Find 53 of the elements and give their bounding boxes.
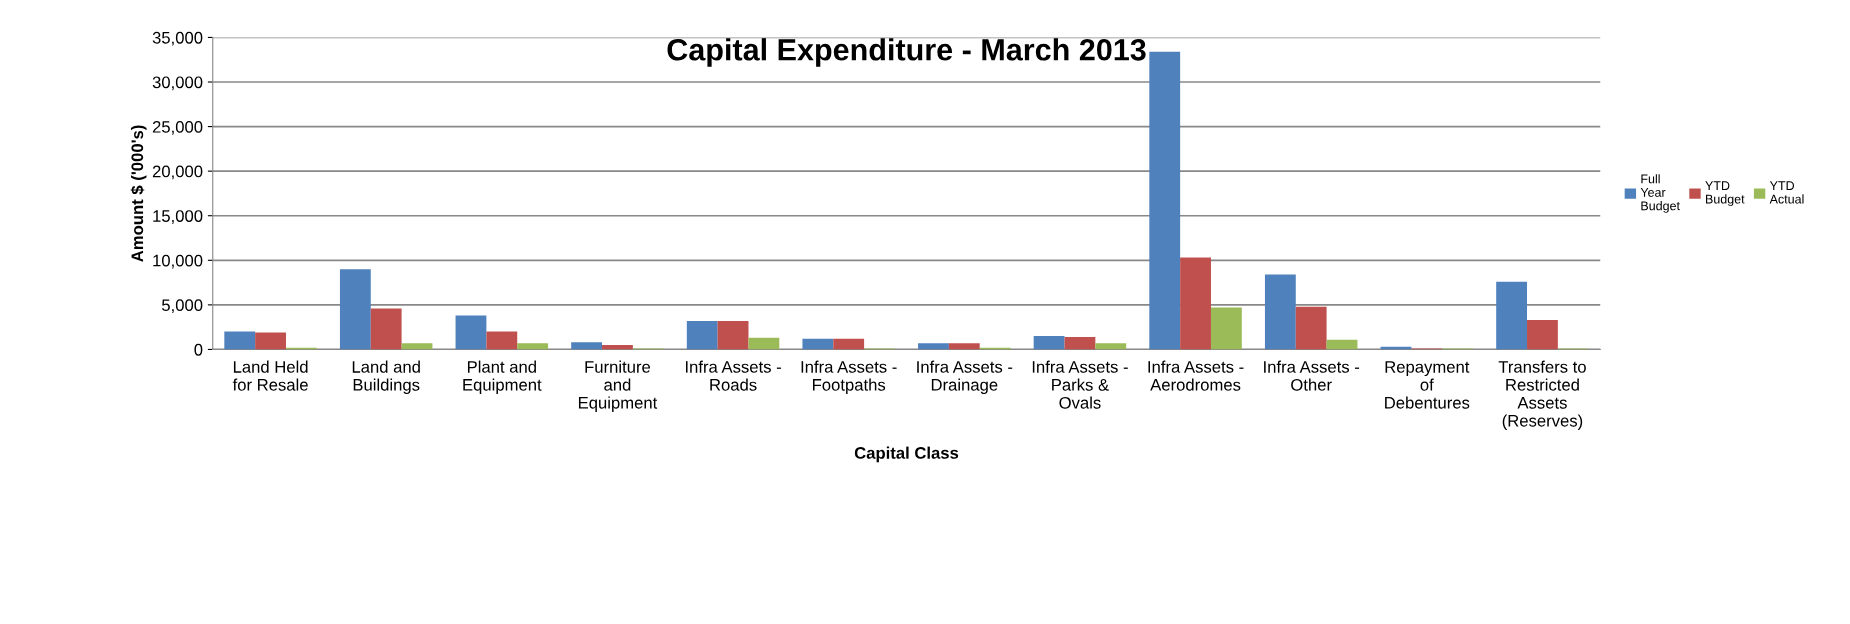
bar (1210, 307, 1242, 350)
bar (686, 320, 718, 350)
chart-title: Capital Expenditure - March 2013 (667, 38, 1146, 67)
x-tick-label: Transfers to Restricted Assets (Reserves) (1498, 360, 1586, 430)
bar (571, 342, 603, 350)
bar (370, 308, 402, 350)
bar (401, 343, 433, 350)
legend-label: YTD Actual (1769, 181, 1804, 204)
bar (602, 344, 633, 350)
y-tick-label: 0 (194, 343, 203, 356)
y-tick-label: 15,000 (153, 210, 203, 224)
y-tick-label: 20,000 (152, 165, 203, 180)
bar (1033, 336, 1065, 350)
bar (948, 343, 980, 350)
x-tick-label: Land Held for Resale (232, 360, 308, 391)
legend-label: Full Year Budget (1640, 174, 1680, 213)
x-tick-label: Land and Buildings (352, 360, 420, 395)
y-tick-label: 10,000 (153, 254, 203, 269)
legend-label: YTD Budget (1705, 181, 1745, 206)
bar (339, 269, 371, 350)
bar (455, 315, 487, 350)
x-tick-label: Infra Assets - Footpaths (801, 360, 897, 395)
bar (1149, 51, 1181, 350)
bar (486, 331, 518, 350)
bar (1527, 320, 1558, 350)
bar (717, 320, 749, 350)
x-tick-label: Repayment of Debentures (1385, 361, 1470, 409)
y-tick-label: 25,000 (152, 120, 203, 135)
y-axis-title: Amount $ ('000's) (130, 125, 147, 262)
bar (1095, 343, 1127, 350)
bar (1295, 306, 1327, 350)
bar (517, 343, 549, 350)
bar (748, 337, 780, 350)
bar (833, 338, 865, 350)
x-tick-label: Plant and Equipment (463, 360, 542, 395)
y-tick-label: 35,000 (152, 31, 203, 46)
x-tick-label: Furniture and Equipment (578, 360, 658, 412)
bar (918, 343, 949, 350)
bar (1064, 336, 1096, 350)
bar (1496, 281, 1528, 350)
x-tick-label: Infra Assets - Parks & Ovals (1032, 360, 1128, 409)
bar (802, 338, 834, 350)
x-tick-label: Infra Assets - Other (1264, 360, 1360, 391)
y-tick-label: 5,000 (161, 299, 203, 314)
bar (255, 332, 286, 350)
y-tick-label: 30,000 (152, 76, 203, 91)
x-tick-label: Infra Assets - Drainage (917, 360, 1013, 395)
bar (224, 331, 256, 350)
x-axis-title: Capital Class (854, 446, 959, 463)
bar (1180, 257, 1211, 350)
x-tick-label: Infra Assets - Roads (685, 360, 781, 391)
x-tick-label: Infra Assets - Aerodromes (1148, 360, 1244, 391)
bar (1264, 274, 1296, 350)
